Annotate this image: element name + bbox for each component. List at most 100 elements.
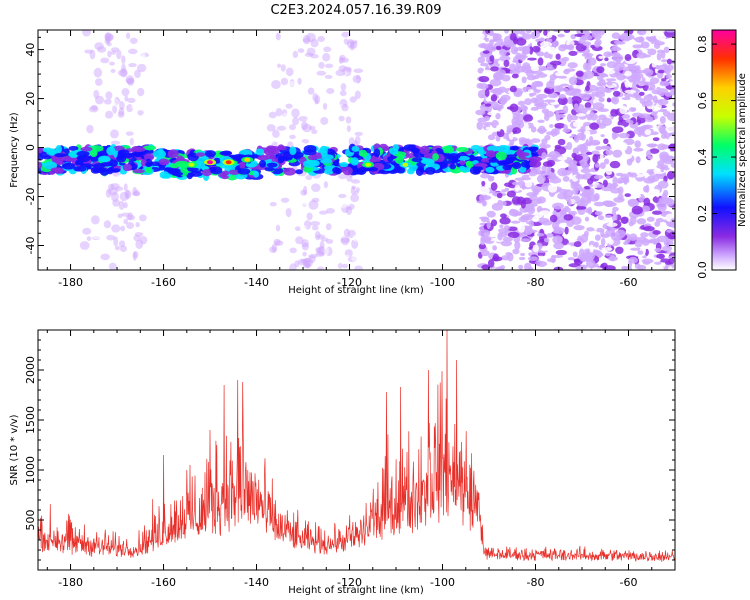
- spectrogram-cell: [461, 167, 472, 173]
- colorbar-ticks: 0.0 0.2 0.4 0.6 0.8: [696, 35, 736, 279]
- spectrogram-cell: [568, 84, 574, 90]
- spectrogram-cell: [667, 221, 674, 228]
- spectrogram-cell: [504, 187, 510, 192]
- spectrogram-cell: [116, 174, 123, 182]
- spectrogram-cell: [600, 230, 605, 237]
- spectrogram-cell: [606, 78, 617, 82]
- spectrogram-cell: [667, 266, 673, 270]
- spectrogram-cell: [633, 127, 645, 135]
- spectrogram-cell: [500, 240, 513, 247]
- spectrogram-cell: [523, 114, 534, 122]
- spectrogram-cell: [620, 30, 626, 33]
- spectrogram-cell: [665, 125, 675, 133]
- spectrogram-cell: [480, 42, 487, 49]
- spectrogram-cell: [219, 151, 233, 156]
- spectrogram-cell: [657, 180, 669, 189]
- spectrogram-cell: [126, 260, 134, 267]
- spectrogram-cell: [657, 143, 667, 151]
- spectrogram-cell: [573, 241, 582, 248]
- spectrogram-cell: [542, 265, 551, 270]
- spectrogram-ylabel: Frequency (Hz): [9, 112, 20, 188]
- spectrogram-cell: [449, 163, 457, 170]
- spectrogram-cell: [275, 224, 281, 232]
- spectrogram-cell: [580, 34, 593, 41]
- spectrogram-cell: [581, 52, 594, 57]
- spectrogram-cell: [579, 257, 589, 262]
- spectrogram-cell: [547, 46, 557, 55]
- spectrogram-cell: [596, 184, 605, 188]
- spectrogram-cell: [628, 256, 638, 264]
- spectrogram-cell: [504, 154, 519, 161]
- spectrogram-cell: [311, 197, 320, 203]
- spectrogram-cell: [495, 45, 502, 51]
- spectrogram-ytick-label: 40: [24, 43, 37, 57]
- spectrogram-cell: [604, 88, 613, 93]
- spectrogram-cell: [131, 147, 146, 152]
- spectrogram-cell: [560, 83, 570, 87]
- spectrogram-cell: [99, 162, 113, 167]
- spectrogram-heatmap: [38, 30, 675, 270]
- spectrogram-cell: [641, 124, 650, 130]
- spectrogram-cell: [511, 181, 519, 186]
- spectrogram-cell: [324, 67, 332, 73]
- spectrogram-cell: [571, 181, 580, 187]
- spectrogram-cell: [549, 124, 554, 128]
- spectrogram-cell: [514, 240, 521, 250]
- spectrogram-cell: [485, 150, 496, 158]
- snr-ytick-label: 1500: [24, 406, 37, 434]
- spectrogram-cell: [605, 175, 611, 180]
- spectrogram-cell: [605, 229, 616, 237]
- spectrogram-cell: [266, 162, 278, 168]
- spectrogram-cell: [603, 69, 616, 75]
- spectrogram-cell: [303, 185, 308, 195]
- spectrogram-cell: [648, 171, 654, 176]
- spectrogram-cell: [661, 133, 667, 139]
- spectrogram-cell: [300, 224, 307, 231]
- spectrogram-cell: [106, 234, 116, 241]
- spectrogram-cell: [552, 226, 560, 234]
- spectrogram-cell: [644, 129, 652, 136]
- spectrogram-cell: [272, 129, 280, 138]
- spectrogram-cell: [623, 177, 630, 184]
- spectrogram-cell: [517, 100, 526, 106]
- spectrogram-cell: [318, 61, 325, 69]
- spectrogram-cell: [484, 115, 490, 121]
- spectrogram-cell: [477, 186, 490, 196]
- spectrogram-cell: [509, 103, 519, 113]
- spectrogram-cell: [503, 225, 510, 231]
- spectrogram-cell: [306, 117, 316, 123]
- spectrogram-cell: [103, 220, 112, 229]
- spectrogram-cell: [584, 102, 592, 109]
- spectrogram-cell: [574, 103, 579, 109]
- spectrogram-cell: [667, 170, 675, 180]
- spectrogram-xtick-label: -100: [430, 276, 455, 289]
- spectrogram-cell: [421, 158, 435, 165]
- spectrogram-cell: [318, 210, 328, 215]
- spectrogram-cell: [365, 162, 372, 167]
- spectrogram-cell: [543, 99, 556, 103]
- spectrogram-cell: [572, 120, 584, 128]
- spectrogram-cell: [207, 160, 214, 165]
- spectrogram-cell: [524, 180, 533, 188]
- spectrogram-cell: [308, 125, 316, 131]
- spectrogram-cell: [543, 144, 551, 149]
- spectrogram-xtick-label: -120: [337, 276, 362, 289]
- spectrogram-cell: [634, 263, 641, 270]
- spectrogram-cell: [555, 249, 568, 256]
- spectrogram-cell: [546, 232, 554, 238]
- spectrogram-cell: [537, 119, 545, 123]
- spectrogram-cell: [586, 227, 595, 232]
- spectrogram-cell: [119, 245, 128, 253]
- spectrogram-cell: [518, 55, 526, 61]
- spectrogram-cell: [117, 213, 123, 219]
- spectrogram-cell: [628, 79, 635, 83]
- spectrogram-cell: [641, 258, 654, 264]
- spectrogram-cell: [612, 90, 621, 97]
- spectrogram-cell: [613, 62, 625, 71]
- spectrogram-ytick-label: 0: [24, 144, 37, 151]
- spectrogram-cell: [598, 55, 605, 59]
- spectrogram-cell: [654, 41, 665, 46]
- figure-title: C2E3.2024.057.16.39.R09: [270, 3, 441, 18]
- spectrogram-cell: [133, 189, 140, 197]
- spectrogram-cell: [302, 160, 317, 168]
